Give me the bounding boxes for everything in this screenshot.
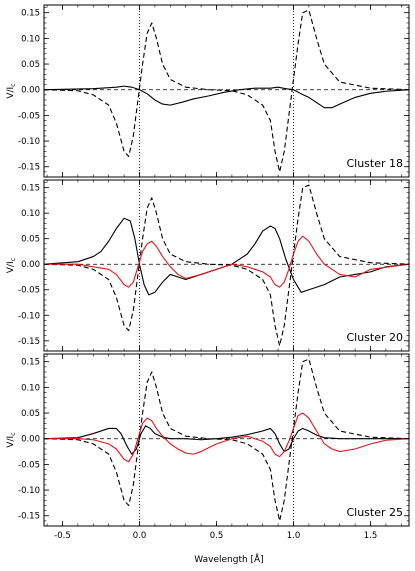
y-tick-label: -0.15 [18,163,40,173]
x-tick-label: 0.0 [133,531,147,541]
cluster-label: Cluster 18 [346,157,403,170]
y-tick-label: -0.05 [18,460,40,470]
y-tick-label: 0.05 [21,60,40,70]
x-tick-label: 0.5 [210,531,224,541]
series-line-red-solid [44,235,409,288]
cluster-label: Cluster 20 [346,331,403,344]
y-tick-label: 0.10 [21,383,40,393]
plot-frame [43,179,410,352]
series-line-black-solid [44,85,409,109]
y-tick-label: -0.15 [18,512,40,522]
plot-frame [43,353,410,527]
series-line-black-solid [44,425,409,455]
series-line-black-dashed [44,358,409,522]
series-group [44,9,409,173]
y-tick-label: 0.00 [21,260,40,270]
y-tick-label: 0.10 [21,209,40,219]
y-tick-label: 0.10 [21,34,40,44]
cluster-label: Cluster 25 [346,506,403,519]
series-line-black-solid [44,217,409,296]
y-tick-label: 0.15 [21,358,40,368]
y-tick-label: -0.15 [18,337,40,347]
y-axis-label: V/Ic [6,83,17,99]
y-axis-label: V/Ic [6,257,17,273]
y-tick-label: 0.15 [21,184,40,194]
y-tick-label: -0.05 [18,286,40,296]
series-line-red-solid [44,412,409,463]
y-axis-label: V/Ic [6,432,17,448]
plot-frame [43,4,410,178]
y-tick-label: -0.10 [18,486,40,496]
y-tick-label: -0.10 [18,137,40,147]
x-tick-label: 1.0 [287,531,301,541]
x-axis-label: Wavelength [Å] [194,553,263,565]
series-group [44,184,409,347]
y-tick-label: 0.00 [21,435,40,445]
x-tick-label: 1.5 [364,531,378,541]
series-line-black-dashed [44,9,409,173]
y-tick-label: 0.05 [21,235,40,245]
series-group [44,358,409,522]
x-tick-label: -0.5 [54,531,71,541]
y-tick-label: -0.05 [18,111,40,121]
y-tick-label: 0.15 [21,9,40,19]
panel-3: -0.15 -0.10 -0.05 0.00 0.05 0.10 0.15 V/Ic Clust… [6,353,410,527]
y-tick-label: 0.00 [21,86,40,96]
y-tick-label: 0.05 [21,409,40,419]
y-tick-label: -0.10 [18,311,40,321]
figure-panels: -0.15 -0.10 -0.05 0.00 0.05 0.10 0.15 V/Ic Clust… [6,4,410,541]
series-line-black-dashed [44,184,409,347]
panel-2: -0.15 -0.10 -0.05 0.00 0.05 0.10 0.15 V/Ic Clust… [6,179,410,352]
panel-1: -0.15 -0.10 -0.05 0.00 0.05 0.10 0.15 V/Ic Clust… [6,4,410,178]
